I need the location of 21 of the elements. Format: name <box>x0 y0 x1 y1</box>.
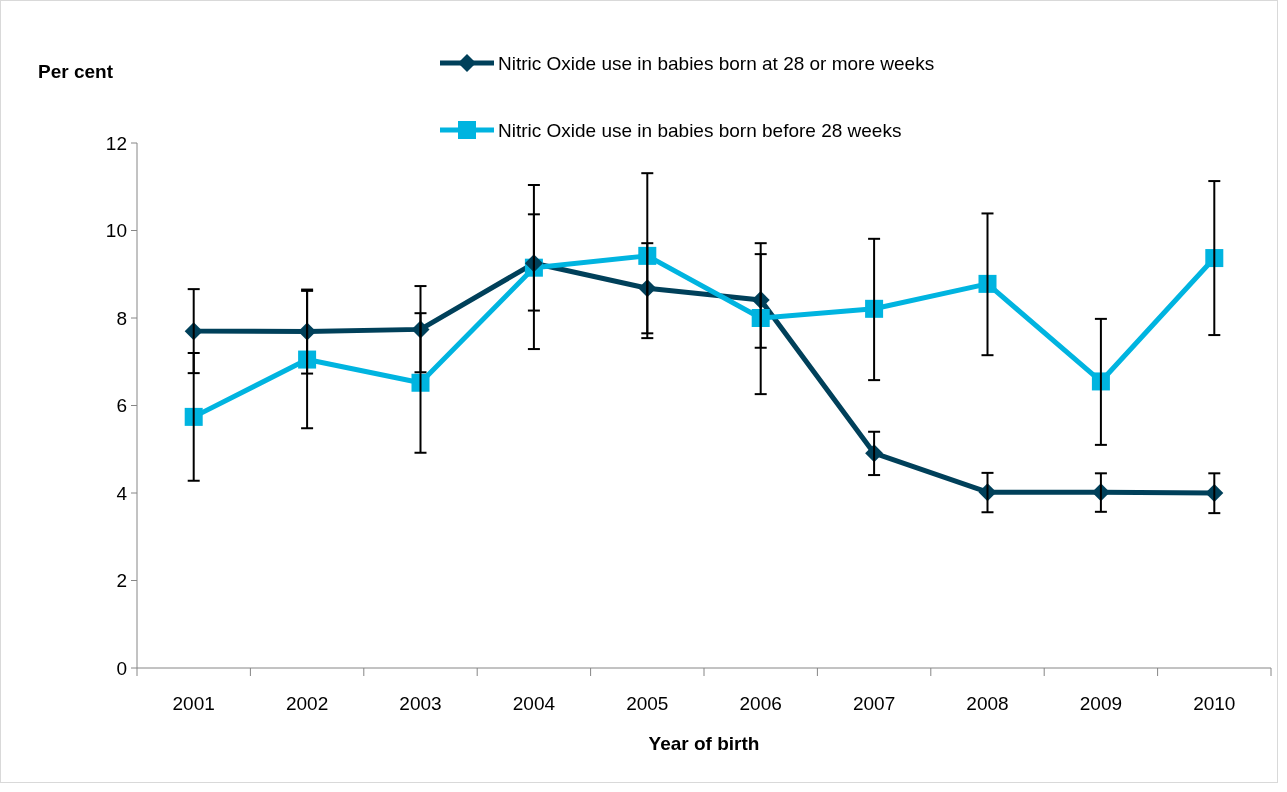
y-tick-label: 4 <box>116 482 128 504</box>
x-tick-label: 2003 <box>399 693 442 714</box>
y-tick-label: 12 <box>105 132 127 154</box>
legend-label: Nitric Oxide use in babies born at 28 or more weeks <box>498 52 935 74</box>
x-tick-label: 2004 <box>512 693 556 714</box>
y-tick-label: 8 <box>116 307 127 329</box>
x-tick-label: 2002 <box>285 693 329 714</box>
y-tick-label: 0 <box>116 657 127 679</box>
x-tick-label: 2006 <box>739 693 782 714</box>
x-tick-label: 2008 <box>966 693 1009 714</box>
y-tick-label: 2 <box>116 570 127 592</box>
x-tick-label: 2001 <box>172 693 215 714</box>
y-tick-label: 6 <box>116 395 127 417</box>
legend-label: Nitric Oxide use in babies born before 28 weeks <box>498 119 902 141</box>
x-tick-label: 2009 <box>1079 693 1123 714</box>
x-tick-label: 2005 <box>626 693 669 714</box>
x-tick-label: 2007 <box>852 693 896 714</box>
x-tick-label: 2010 <box>1193 693 1236 714</box>
y-tick-label: 10 <box>105 220 127 242</box>
y-axis-title: Per cent <box>38 61 114 82</box>
x-axis-title: Year of birth <box>648 733 760 754</box>
